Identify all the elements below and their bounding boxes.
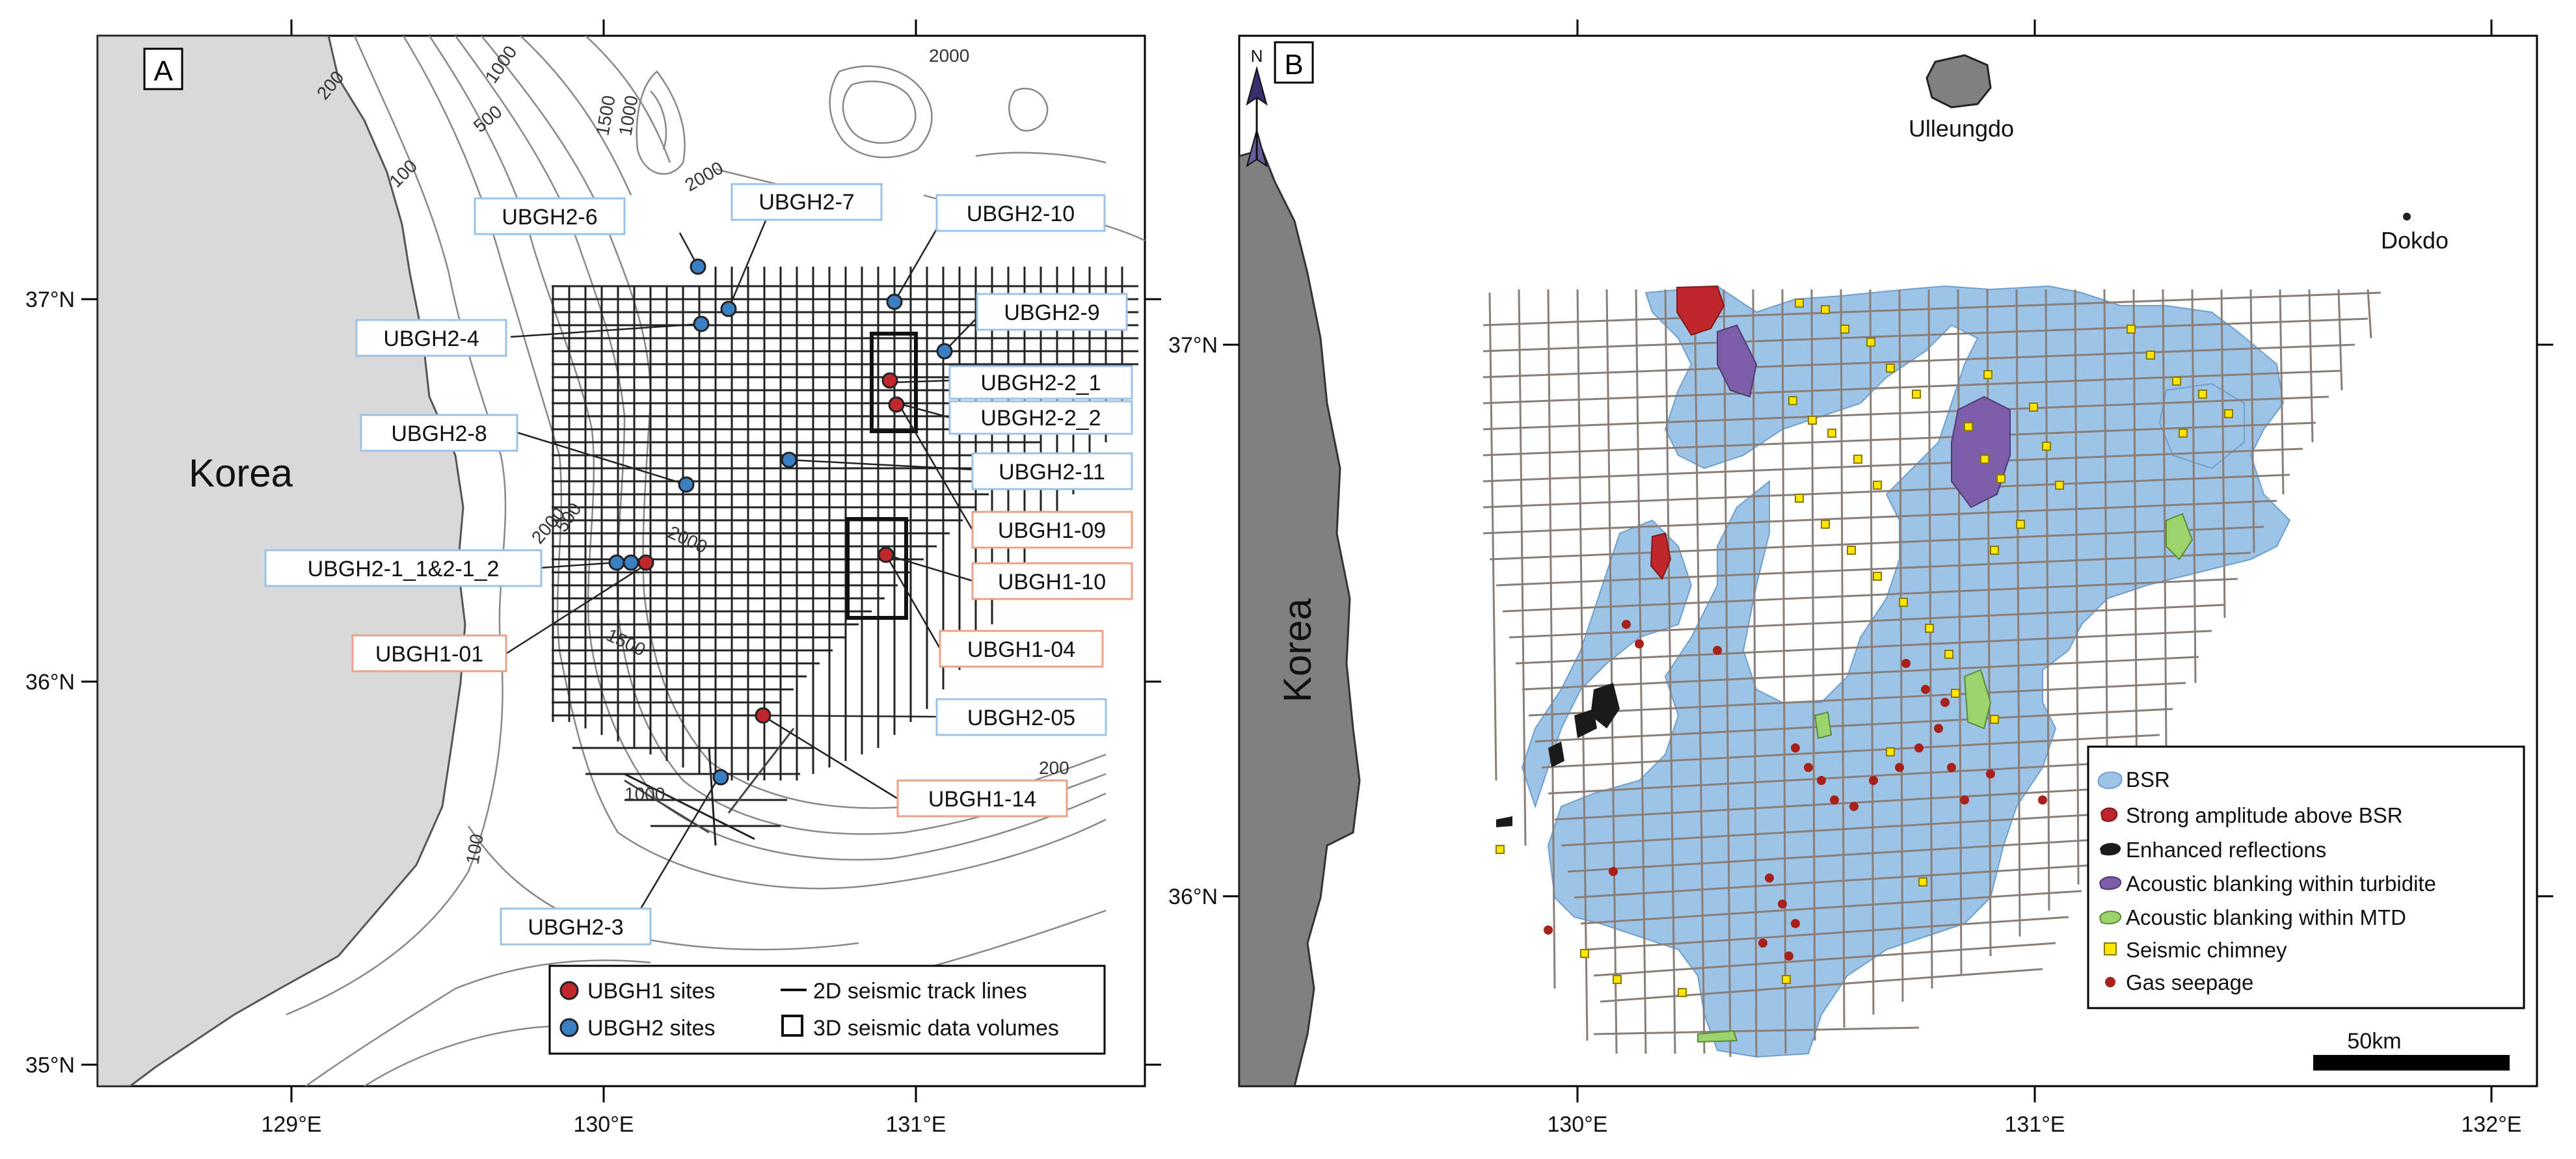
north-arrow: N [1246, 46, 1268, 168]
legend-chimney-label: Seismic chimney [2126, 938, 2287, 962]
legend-ubgh2-label: UBGH2 sites [587, 1016, 716, 1041]
korea-land-b [1239, 148, 1361, 1086]
site-dot-ubgh2-2-1 [881, 372, 898, 389]
site-dot-ubgh2-6 [690, 258, 706, 275]
site-dot-ubgh2-7 [720, 300, 737, 317]
legend-mtd-label: Acoustic blanking within MTD [2126, 905, 2406, 929]
panel-a-letter: A [154, 55, 173, 87]
panel-a: 2000 1000 500 200 100 1500 1000 2000 200… [25, 20, 1161, 1137]
legend-seepage-swatch [2105, 977, 2115, 987]
legend-strong-amplitude-swatch [2100, 807, 2118, 822]
site-dot-ubgh2-3 [712, 769, 729, 786]
panel-a-letter-box [143, 47, 183, 90]
site-dot-ubgh2-11 [781, 451, 798, 468]
lat-tick-35: 35°N [25, 1053, 75, 1078]
legend-a: UBGH1 sites UBGH2 sites 2D seismic track… [548, 965, 1106, 1055]
lon-tick-131-b: 131°E [2004, 1112, 2065, 1137]
site-dot-ubgh2-10 [886, 293, 903, 310]
lon-tick-132-b: 132°E [2461, 1112, 2521, 1137]
legend-3d-box-marker [781, 1015, 803, 1037]
scale-bar: 50km [2313, 1029, 2510, 1071]
dokdo-label: Dokdo [2381, 227, 2449, 254]
ulleungdo-label: Ulleungdo [1909, 115, 2014, 142]
bsr-area [1547, 285, 2291, 1058]
site-dot-ubgh2-1-1 [608, 554, 625, 571]
legend-strong-amplitude-label: Strong amplitude above BSR [2126, 803, 2403, 827]
panel-b-letter: B [1284, 49, 1303, 81]
legend-turbidite-label: Acoustic blanking within turbidite [2126, 872, 2436, 896]
site-label-ubgh2-4: UBGH2-4 [383, 326, 479, 351]
site-dot-ubgh1-10 [878, 546, 894, 563]
site-dot-ubgh1-14 [755, 707, 771, 724]
contour-label-2000-ne: 2000 [929, 46, 969, 66]
site-dot-ubgh2-4 [693, 315, 710, 332]
site-label-ubgh1-04: UBGH1-04 [967, 637, 1075, 662]
site-label-ubgh1-01: UBGH1-01 [375, 642, 483, 667]
site-label-ubgh2-8: UBGH2-8 [391, 421, 487, 446]
korea-label-b: Korea [1276, 598, 1319, 702]
site-dot-ubgh1-01 [637, 554, 654, 571]
seismic-track-grid-b [1483, 289, 2381, 1058]
site-label-ubgh2-05: UBGH2-05 [967, 706, 1075, 730]
panel-b: B N Korea Ulleungdo Dokdo BSR Strong amp… [1168, 20, 2553, 1137]
dokdo-island [2403, 213, 2411, 220]
site-markers [608, 258, 953, 786]
panel-b-letter-box [1274, 41, 1314, 84]
legend-b: BSR Strong amplitude above BSR Enhanced … [2087, 745, 2525, 1009]
site-label-ubgh2-2-2: UBGH2-2_2 [980, 406, 1101, 431]
contour-label-1000-s: 1000 [624, 784, 665, 804]
gas-seepage-points [1544, 620, 2047, 961]
legend-ubgh1-marker [559, 981, 579, 1000]
legend-chimney-swatch [2104, 942, 2117, 955]
north-label: N [1251, 46, 1263, 66]
korea-label-a: Korea [189, 451, 293, 495]
lat-tick-37-b: 37°N [1168, 333, 1218, 358]
site-label-ubgh1-14: UBGH1-14 [928, 787, 1036, 812]
lon-tick-130: 130°E [573, 1112, 634, 1137]
site-label-ubgh2-9: UBGH2-9 [1004, 300, 1099, 325]
site-leader-lines [505, 215, 983, 909]
legend-2d-label: 2D seismic track lines [813, 979, 1027, 1004]
legend-ubgh1-label: UBGH1 sites [587, 979, 716, 1004]
site-label-ubgh2-6: UBGH2-6 [502, 205, 597, 230]
site-label-ubgh1-09: UBGH1-09 [998, 518, 1106, 543]
site-label-ubgh2-2-1: UBGH2-2_1 [980, 371, 1101, 395]
site-dot-ubgh2-1-2 [623, 554, 639, 571]
site-dot-ubgh2-8 [678, 476, 695, 493]
site-dot-ubgh2-9 [936, 343, 953, 360]
lon-tick-130-b: 130°E [1547, 1112, 1607, 1137]
lat-tick-36-b: 36°N [1168, 885, 1218, 909]
legend-turbidite-swatch [2099, 876, 2122, 890]
legend-enhanced-label: Enhanced reflections [2126, 838, 2326, 862]
legend-ubgh2-marker [559, 1018, 579, 1037]
legend-enhanced-swatch [2100, 843, 2121, 856]
site-dot-ubgh2-2-2 [888, 396, 905, 413]
3d-volume-box-south [846, 517, 908, 620]
site-label-ubgh2-10: UBGH2-10 [967, 202, 1075, 226]
site-label-ubgh1-10: UBGH1-10 [998, 570, 1106, 594]
site-label-ubgh2-7: UBGH2-7 [758, 190, 854, 215]
legend-seepage-label: Gas seepage [2126, 970, 2253, 994]
lat-tick-36: 36°N [25, 670, 75, 695]
site-label-ubgh2-1: UBGH2-1_1&2-1_2 [308, 557, 500, 581]
legend-3d-label: 3D seismic data volumes [813, 1016, 1059, 1041]
legend-mtd-swatch [2099, 911, 2122, 925]
site-label-ubgh2-11: UBGH2-11 [999, 460, 1105, 485]
lat-tick-37: 37°N [25, 287, 75, 312]
legend-bsr-swatch [2097, 771, 2123, 790]
seismic-chimney-points [1496, 299, 2233, 997]
lon-tick-129: 129°E [261, 1112, 321, 1137]
contour-label-200-se: 200 [1039, 758, 1069, 778]
lon-tick-131: 131°E [885, 1112, 946, 1137]
scale-label: 50km [2347, 1029, 2401, 1054]
ulleungdo-island [1925, 54, 1992, 109]
legend-bsr-label: BSR [2126, 767, 2170, 792]
site-label-ubgh2-3: UBGH2-3 [528, 915, 623, 940]
